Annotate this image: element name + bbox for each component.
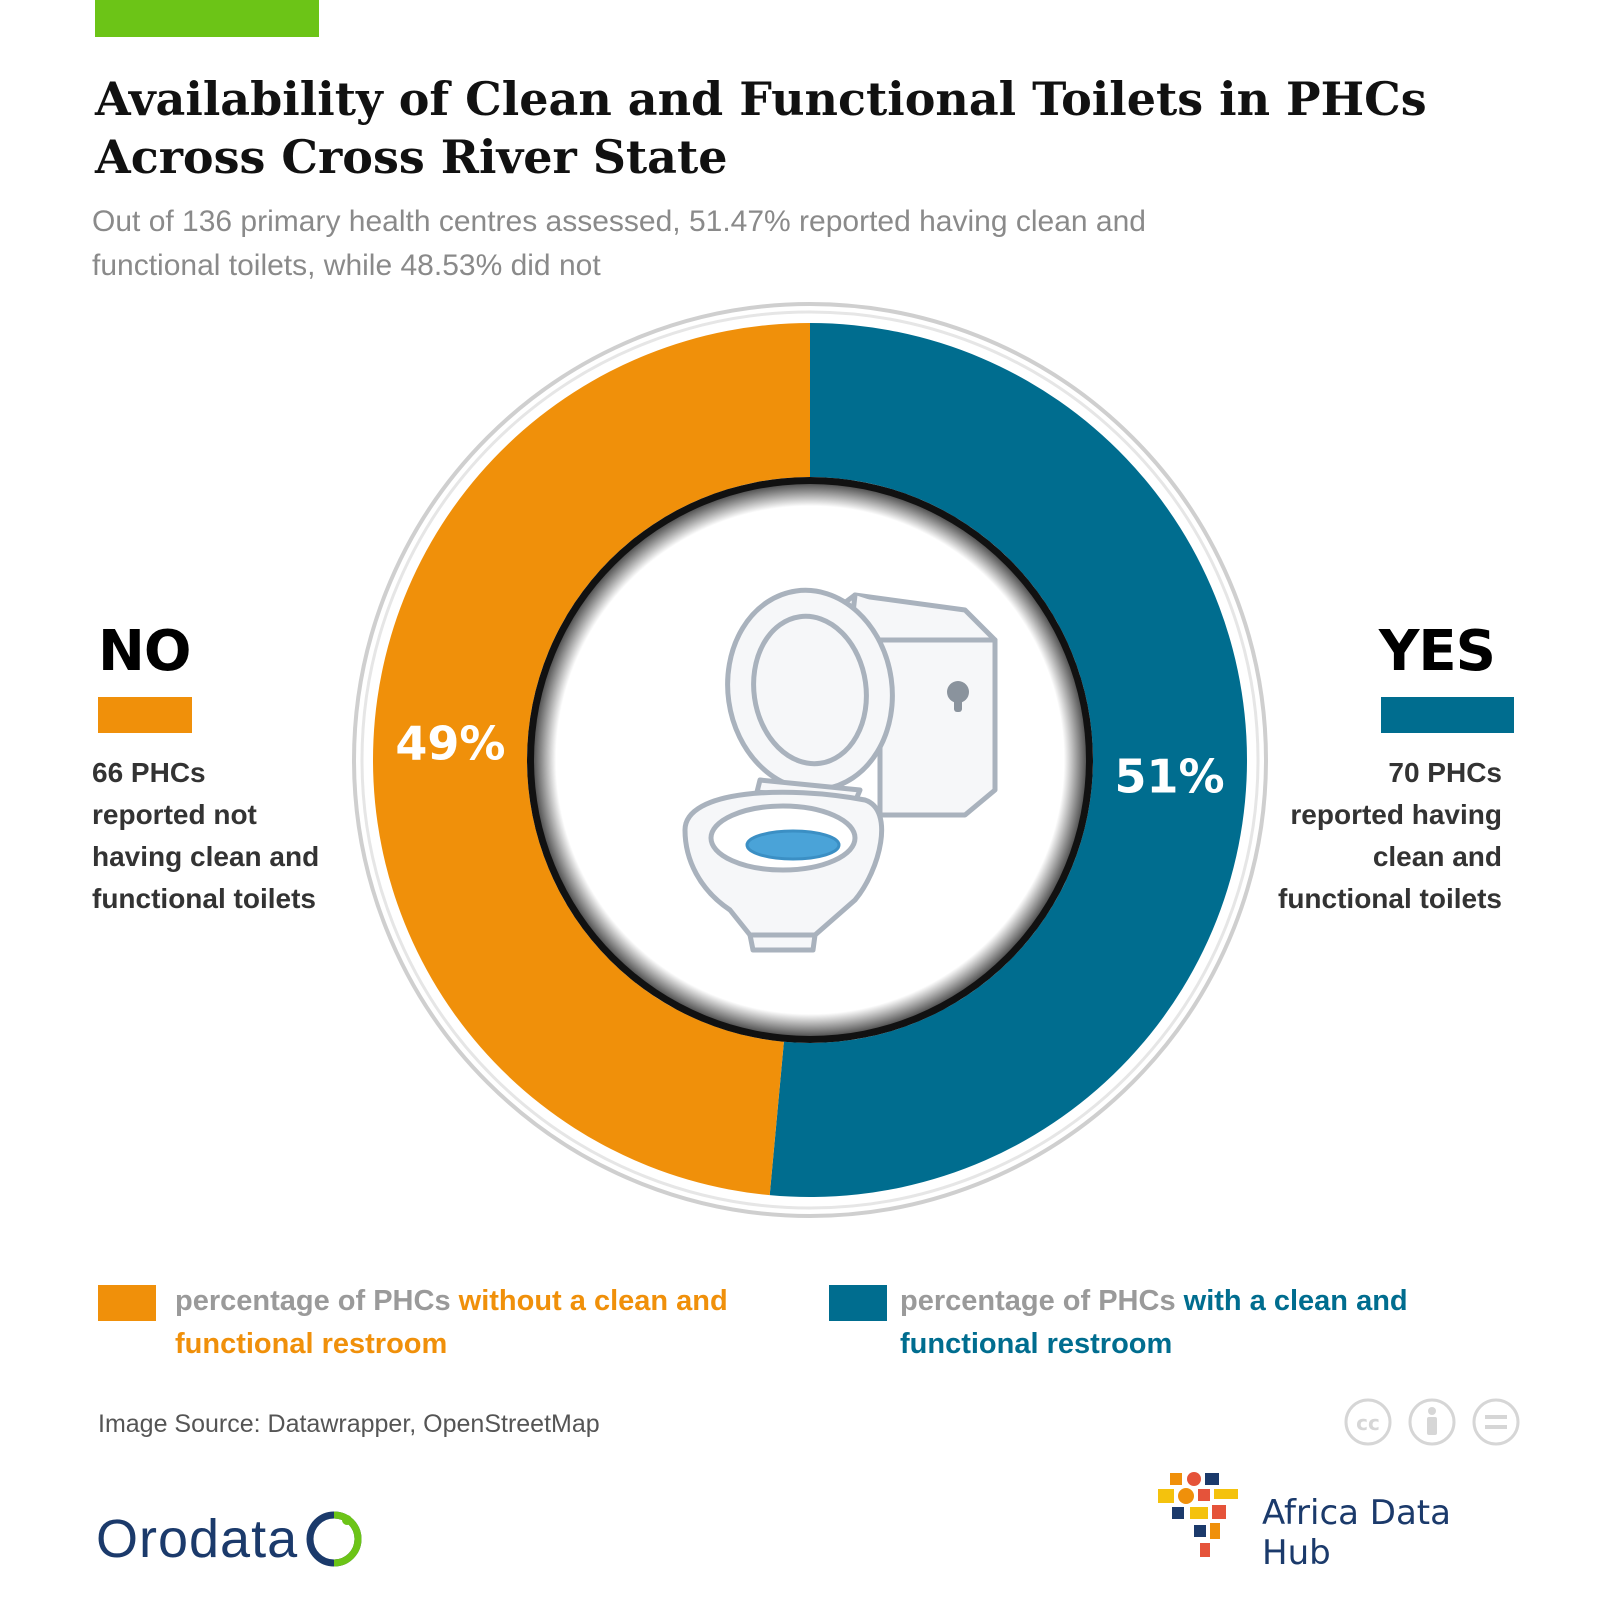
slice-label-no: 49% [395,716,505,770]
orodata-logo-text: Orodata [96,1509,299,1569]
legend-text-no: percentage of PHCs without a clean and f… [175,1280,785,1366]
license-icons: cc [1344,1398,1520,1446]
donut-slice-yes [769,323,1248,1197]
donut-slice-no [373,323,810,1196]
legend-highlight-no: without a clean and functional restroom [175,1285,728,1360]
legend-swatch-yes [829,1285,887,1321]
by-icon [1408,1398,1456,1446]
yes-swatch [1381,697,1514,733]
donut-chart: 51% 49% [352,302,1268,1218]
africa-data-hub-logo-text: Africa Data Hub [1262,1493,1451,1573]
no-swatch [98,697,192,733]
cc-icon [1344,1398,1392,1446]
chart-subtitle: Out of 136 primary health centres assess… [92,205,1146,282]
legend-prefix-yes: percentage of PHCs [900,1285,1184,1317]
legend-text-yes: percentage of PHCs with a clean and func… [900,1280,1500,1366]
no-label: NO [98,619,191,684]
orodata-logo: Orodata [96,1508,365,1578]
no-count-text: 66 PHCs reported not having clean and fu… [92,757,320,914]
accent-bar [95,0,319,37]
yes-label: YES [1378,619,1496,684]
chart-title: Availability of Clean and Functional Toi… [95,72,1427,184]
svg-text:cc: cc [1356,1411,1380,1435]
africa-data-hub-logo-mark [1158,1472,1238,1557]
orodata-logo-mark [306,1511,362,1567]
yes-count-text: 70 PHCs reported having clean and functi… [1278,757,1502,914]
legend-highlight-yes: with a clean and functional restroom [900,1285,1408,1360]
legend-swatch-no [98,1285,156,1321]
legend-prefix-no: percentage of PHCs [175,1285,459,1317]
slice-label-yes: 51% [1115,750,1225,804]
africa-data-hub-logo: Africa Data Hub [1150,1465,1530,1573]
nd-icon [1472,1398,1520,1446]
source-note: Image Source: Datawrapper, OpenStreetMap [98,1410,600,1438]
toilet-icon [682,587,998,953]
